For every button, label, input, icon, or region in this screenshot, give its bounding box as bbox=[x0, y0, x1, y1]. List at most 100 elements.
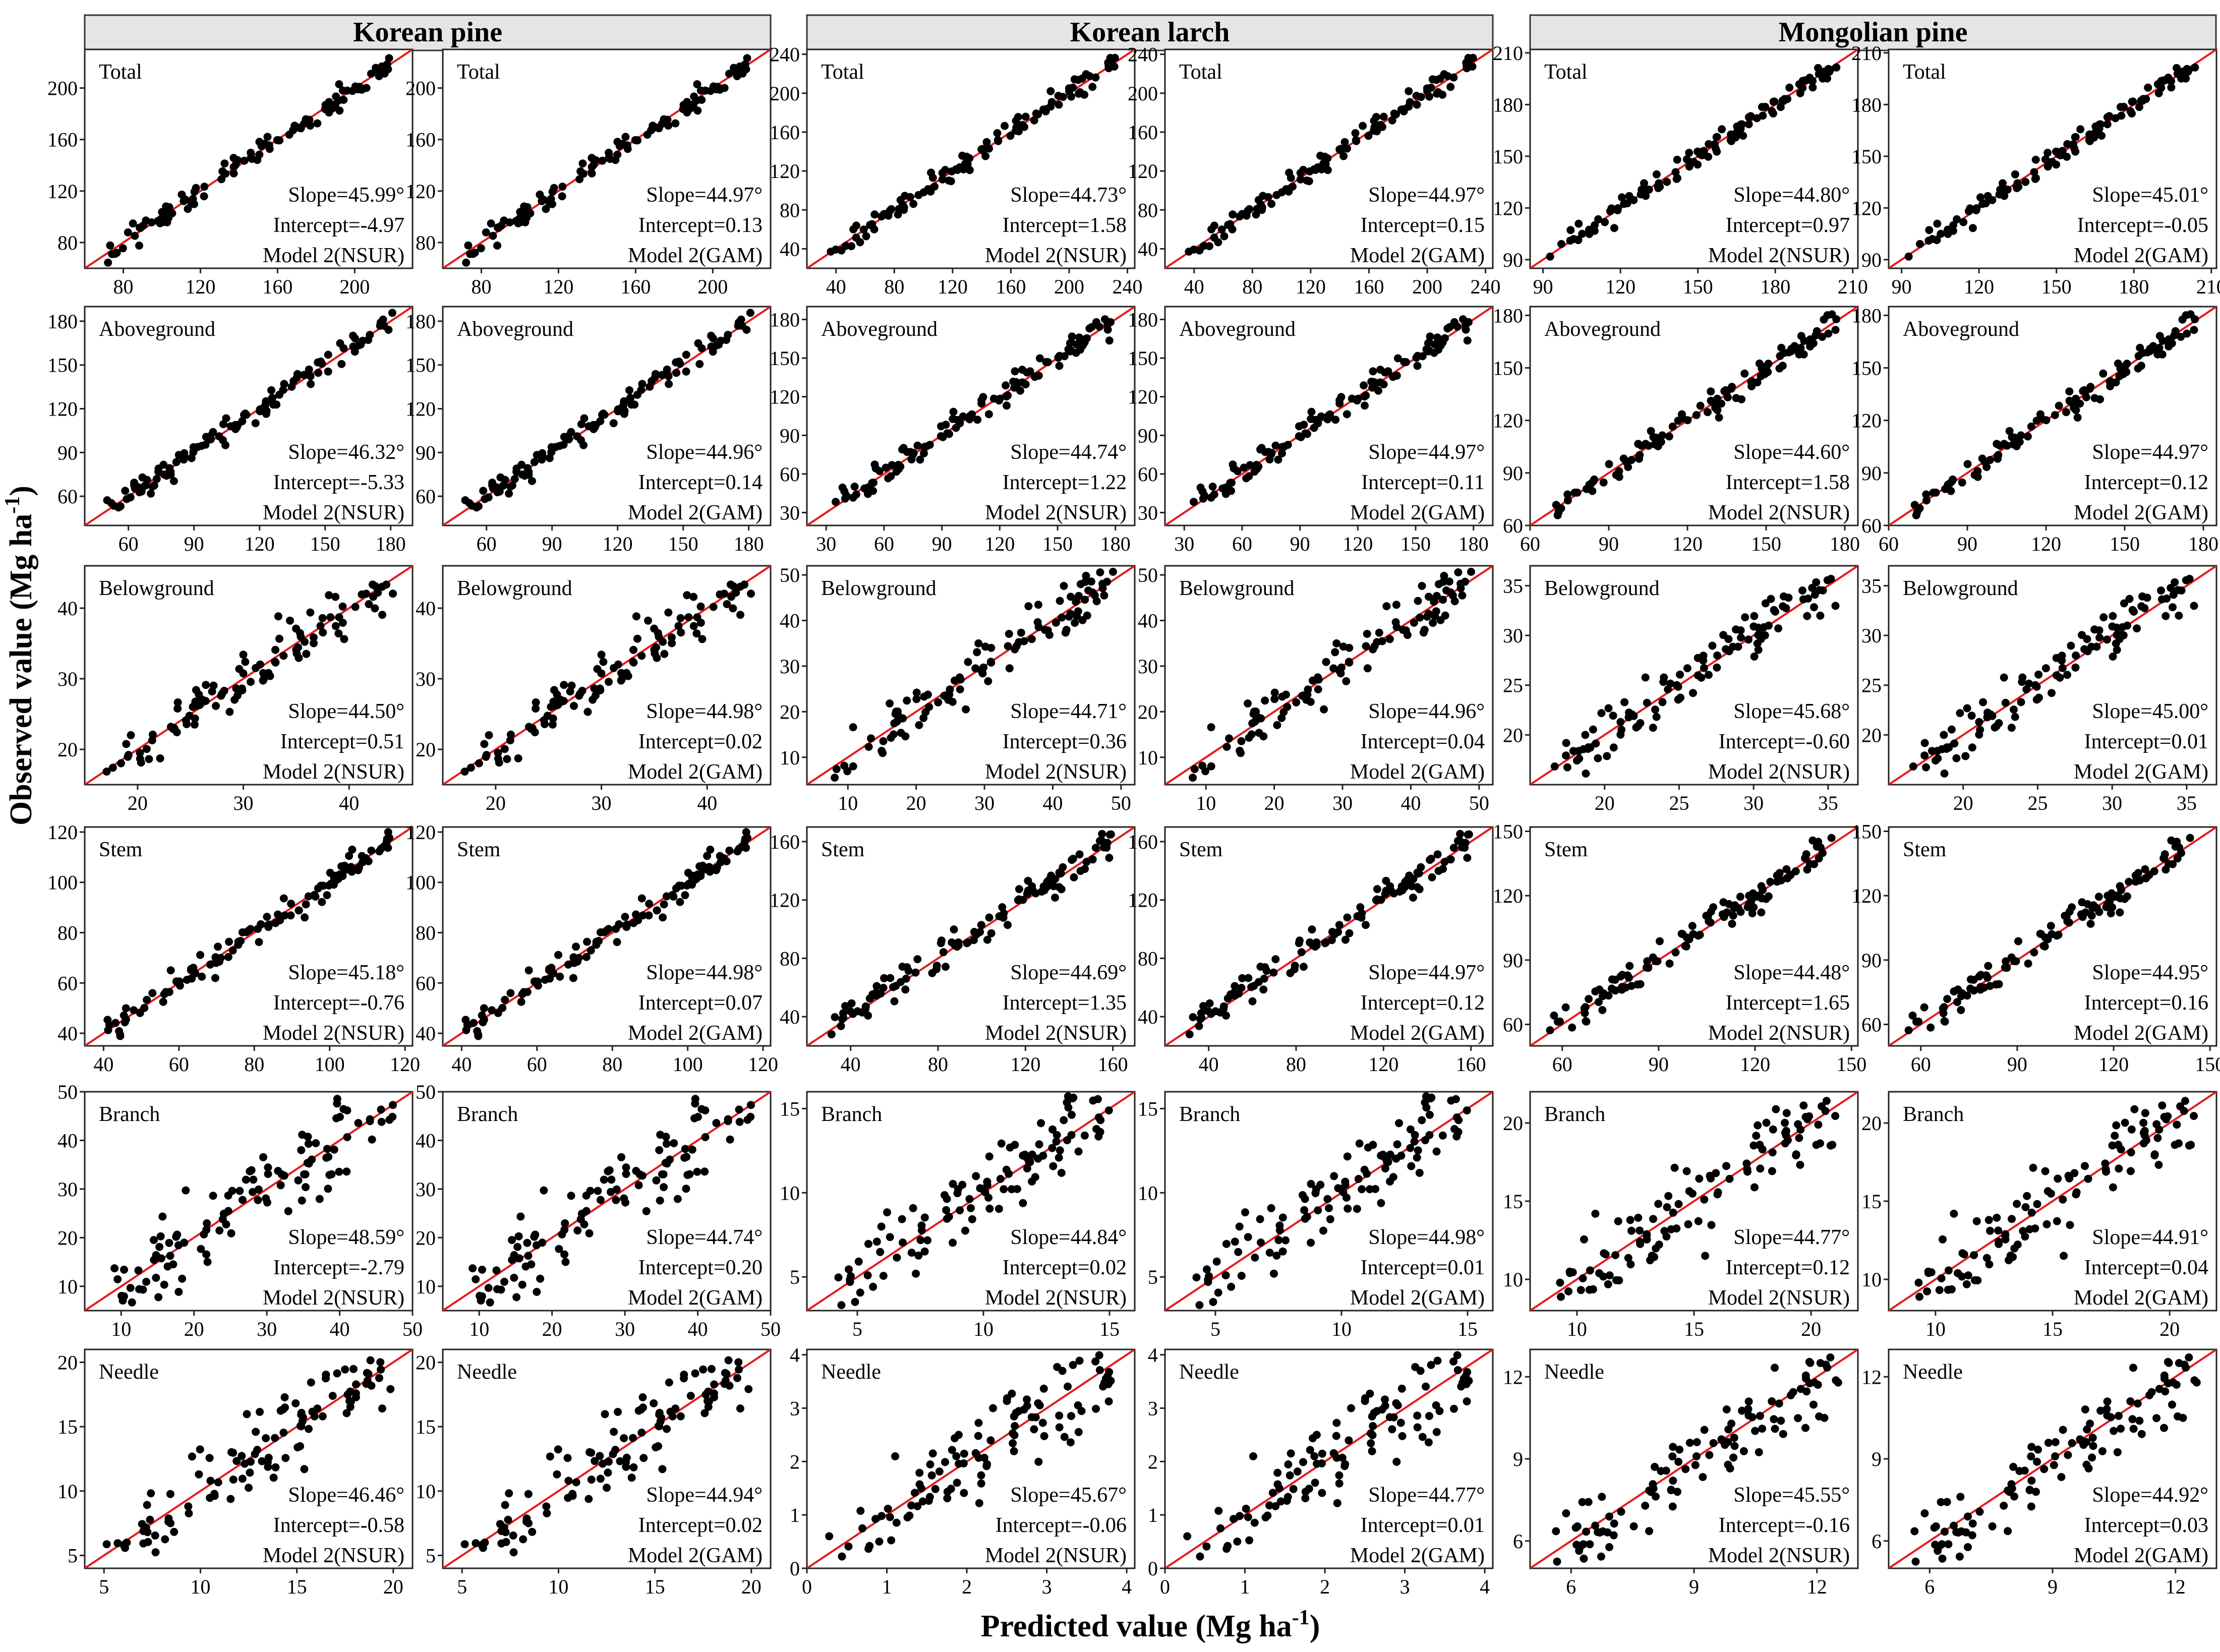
data-point bbox=[2182, 311, 2190, 320]
data-point bbox=[1556, 1278, 1564, 1287]
data-point bbox=[2031, 1224, 2039, 1233]
slope-label: Slope=44.91° bbox=[2092, 1226, 2208, 1249]
data-point bbox=[1265, 1501, 1273, 1510]
data-point bbox=[847, 999, 856, 1008]
y-tick-label: 60 bbox=[416, 485, 436, 508]
data-point bbox=[1715, 414, 1723, 422]
data-point bbox=[1662, 1466, 1670, 1475]
data-point bbox=[108, 763, 117, 772]
data-point bbox=[1546, 1026, 1554, 1034]
data-point bbox=[247, 678, 255, 686]
data-point bbox=[1764, 368, 1772, 376]
data-point bbox=[1757, 372, 1765, 381]
data-point bbox=[1432, 1147, 1441, 1156]
scatter-panel: 8080120120160160200200TotalSlope=45.99°I… bbox=[47, 48, 414, 298]
y-axis-title-main: Observed value (Mg ha bbox=[4, 514, 38, 825]
data-point bbox=[977, 1479, 985, 1488]
x-tick-label: 20 bbox=[486, 792, 506, 814]
data-point bbox=[1081, 596, 1089, 604]
data-point bbox=[834, 1273, 843, 1282]
data-point bbox=[1669, 1443, 1677, 1451]
data-point bbox=[352, 1380, 360, 1389]
data-point bbox=[2128, 1415, 2137, 1424]
x-tick-label: 160 bbox=[620, 275, 651, 298]
data-point bbox=[1378, 123, 1386, 131]
data-point bbox=[527, 1260, 536, 1269]
data-point bbox=[1310, 1452, 1319, 1460]
data-point bbox=[689, 622, 698, 630]
data-point bbox=[1368, 1431, 1377, 1439]
data-point bbox=[1034, 1154, 1042, 1163]
data-point bbox=[1196, 1552, 1204, 1561]
x-tick-label: 4 bbox=[1480, 1575, 1490, 1598]
data-point bbox=[1755, 359, 1764, 368]
x-tick-label: 90 bbox=[1649, 1053, 1669, 1076]
data-point bbox=[1826, 1353, 1835, 1362]
data-point bbox=[1575, 754, 1584, 763]
data-point bbox=[638, 1393, 647, 1401]
data-point bbox=[305, 1425, 313, 1433]
data-point bbox=[1055, 100, 1063, 109]
data-point bbox=[1609, 1531, 1618, 1540]
data-point bbox=[928, 173, 937, 182]
data-point bbox=[319, 881, 327, 890]
data-point bbox=[505, 218, 514, 226]
data-point bbox=[1668, 1502, 1677, 1511]
slope-label: Slope=45.01° bbox=[2092, 184, 2208, 207]
y-tick-label: 15 bbox=[416, 1415, 436, 1438]
data-point bbox=[350, 347, 359, 356]
data-point bbox=[518, 470, 527, 479]
data-point bbox=[1432, 1428, 1441, 1436]
y-tick-label: 0 bbox=[1148, 1557, 1158, 1580]
data-point bbox=[1692, 1452, 1701, 1460]
y-tick-label: 60 bbox=[1503, 1013, 1523, 1036]
data-point bbox=[1975, 1507, 1984, 1516]
data-point bbox=[959, 412, 967, 421]
data-point bbox=[878, 1512, 886, 1520]
data-point bbox=[1920, 1509, 1929, 1517]
data-point bbox=[627, 400, 636, 409]
data-point bbox=[939, 948, 948, 957]
data-point bbox=[856, 1288, 864, 1297]
data-point bbox=[1092, 597, 1101, 606]
data-point bbox=[1605, 1271, 1614, 1280]
slope-label: Slope=44.74° bbox=[646, 1226, 763, 1249]
data-point bbox=[1022, 1153, 1031, 1162]
data-point bbox=[324, 350, 332, 359]
data-point bbox=[2012, 182, 2021, 190]
data-point bbox=[1671, 948, 1680, 957]
data-point bbox=[839, 1009, 847, 1018]
data-point bbox=[1055, 1423, 1064, 1432]
data-point bbox=[1052, 1137, 1061, 1146]
data-point bbox=[856, 1507, 865, 1515]
data-point bbox=[1750, 612, 1759, 620]
data-point bbox=[375, 1374, 383, 1382]
x-tick-label: 40 bbox=[93, 1053, 113, 1076]
data-point bbox=[1674, 682, 1682, 691]
data-point bbox=[1739, 132, 1747, 140]
data-point bbox=[583, 937, 591, 946]
data-point bbox=[1591, 1209, 1600, 1218]
data-point bbox=[695, 360, 704, 368]
intercept-label: Intercept=0.11 bbox=[1361, 471, 1485, 494]
model-label: Model 2(GAM) bbox=[628, 1544, 763, 1567]
y-tick-label: 10 bbox=[57, 1275, 78, 1298]
data-point bbox=[2183, 65, 2191, 73]
data-point bbox=[533, 1287, 541, 1296]
x-tick-label: 120 bbox=[2098, 1053, 2129, 1076]
data-point bbox=[1413, 868, 1422, 877]
data-point bbox=[1941, 1527, 1949, 1536]
data-point bbox=[2037, 930, 2046, 938]
data-point bbox=[880, 974, 889, 982]
data-point bbox=[1381, 1395, 1389, 1404]
data-point bbox=[1392, 601, 1400, 609]
x-tick-label: 20 bbox=[741, 1575, 762, 1598]
y-tick-label: 25 bbox=[1861, 674, 1882, 697]
y-tick-label: 10 bbox=[416, 1480, 436, 1503]
x-tick-label: 20 bbox=[1801, 1318, 1821, 1340]
data-point bbox=[1945, 743, 1953, 752]
data-point bbox=[1584, 1498, 1593, 1506]
one-to-one-line bbox=[443, 566, 771, 785]
x-tick-label: 15 bbox=[287, 1575, 307, 1598]
data-point bbox=[265, 141, 273, 150]
